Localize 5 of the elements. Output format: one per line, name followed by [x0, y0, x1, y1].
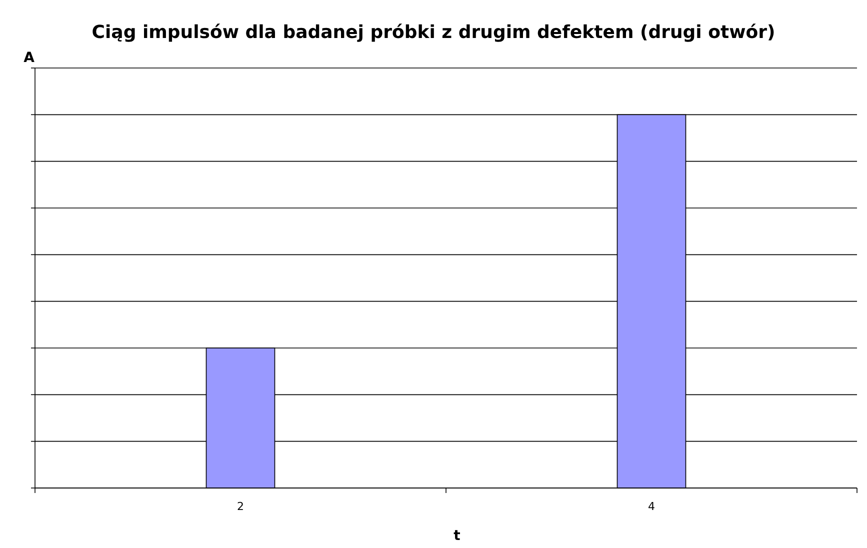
x-tick-label: 2	[237, 500, 244, 513]
x-axis-title: t	[454, 528, 461, 544]
y-axis-title: A	[24, 50, 35, 66]
x-tick-label: 4	[648, 500, 655, 513]
chart-title: Ciąg impulsów dla badanej próbki z drugim defektem (drugi otwór)	[92, 22, 776, 43]
